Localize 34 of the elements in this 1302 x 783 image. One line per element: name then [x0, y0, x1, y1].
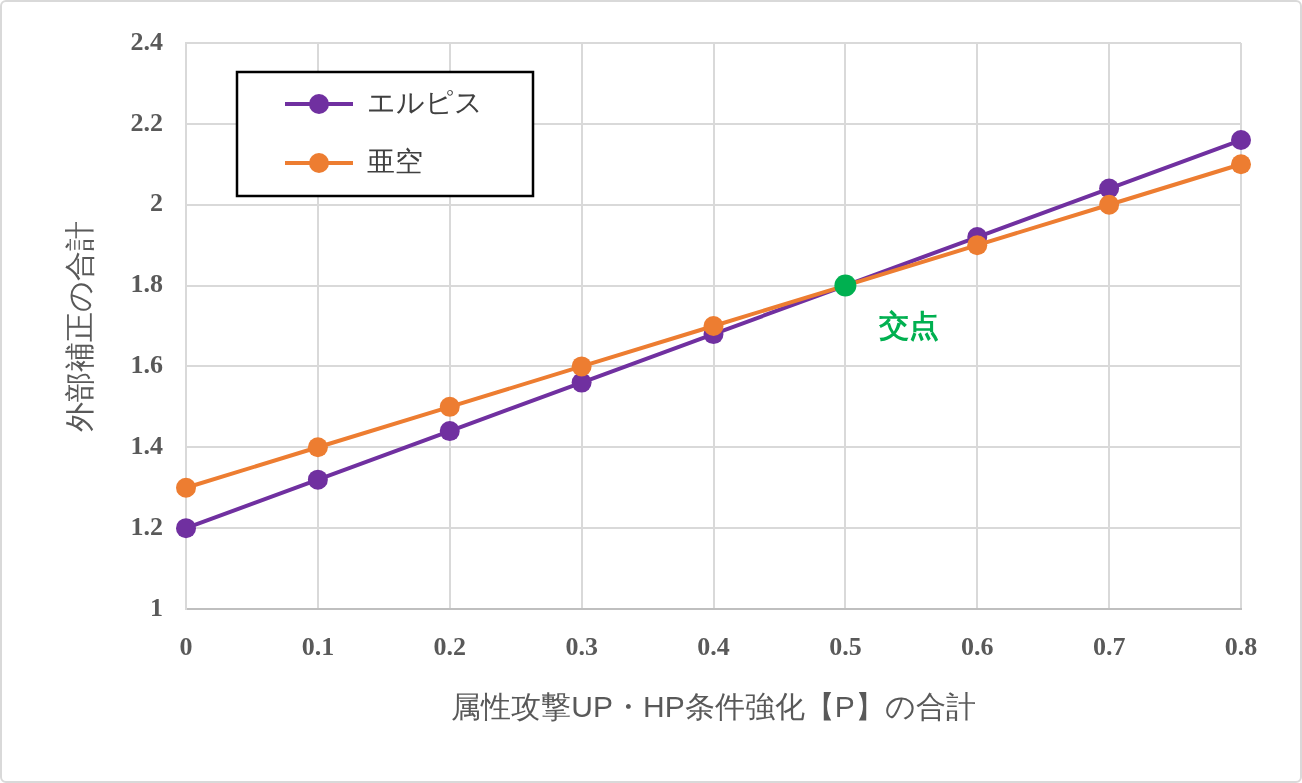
x-axis-title: 属性攻撃UP・HP条件強化【P】の合計: [451, 690, 976, 724]
y-tick-label: 1.4: [130, 431, 163, 460]
y-tick-label: 1.8: [130, 269, 163, 299]
legend-label: 亜空: [367, 145, 423, 177]
x-tick-label: 0.5: [829, 632, 862, 662]
point: [1231, 130, 1251, 151]
point: [439, 421, 460, 442]
y-tick-label: 2.4: [130, 26, 163, 56]
y-tick-label: 1.6: [130, 350, 163, 380]
y-tick-label: 2: [150, 188, 163, 218]
point: [307, 437, 328, 458]
point: [176, 518, 196, 539]
point: [176, 477, 196, 498]
y-tick-label: 2.2: [130, 107, 163, 137]
point: [307, 469, 328, 490]
x-tick-label: 0: [179, 632, 193, 662]
y-tick-label: 1: [150, 592, 163, 622]
point: [703, 316, 724, 336]
y-axis-title: 外部補正の合計: [63, 220, 97, 432]
point: [439, 396, 460, 417]
x-tick-label: 0.6: [961, 632, 994, 662]
point: [1231, 154, 1251, 175]
annotation: 交点: [878, 308, 940, 342]
point: [1099, 194, 1120, 215]
point: [967, 235, 988, 256]
x-tick-label: 0.1: [301, 632, 335, 662]
x-tick-label: 0.2: [433, 632, 466, 662]
x-tick-label: 0.4: [697, 632, 730, 662]
point: [571, 356, 592, 377]
y-tick-label: 1.2: [130, 511, 163, 541]
legend-label: エルピス: [367, 86, 483, 118]
x-tick-label: 0.3: [565, 632, 598, 662]
x-tick-label: 0.8: [1224, 632, 1258, 662]
x-tick-label: 0.7: [1092, 632, 1126, 662]
